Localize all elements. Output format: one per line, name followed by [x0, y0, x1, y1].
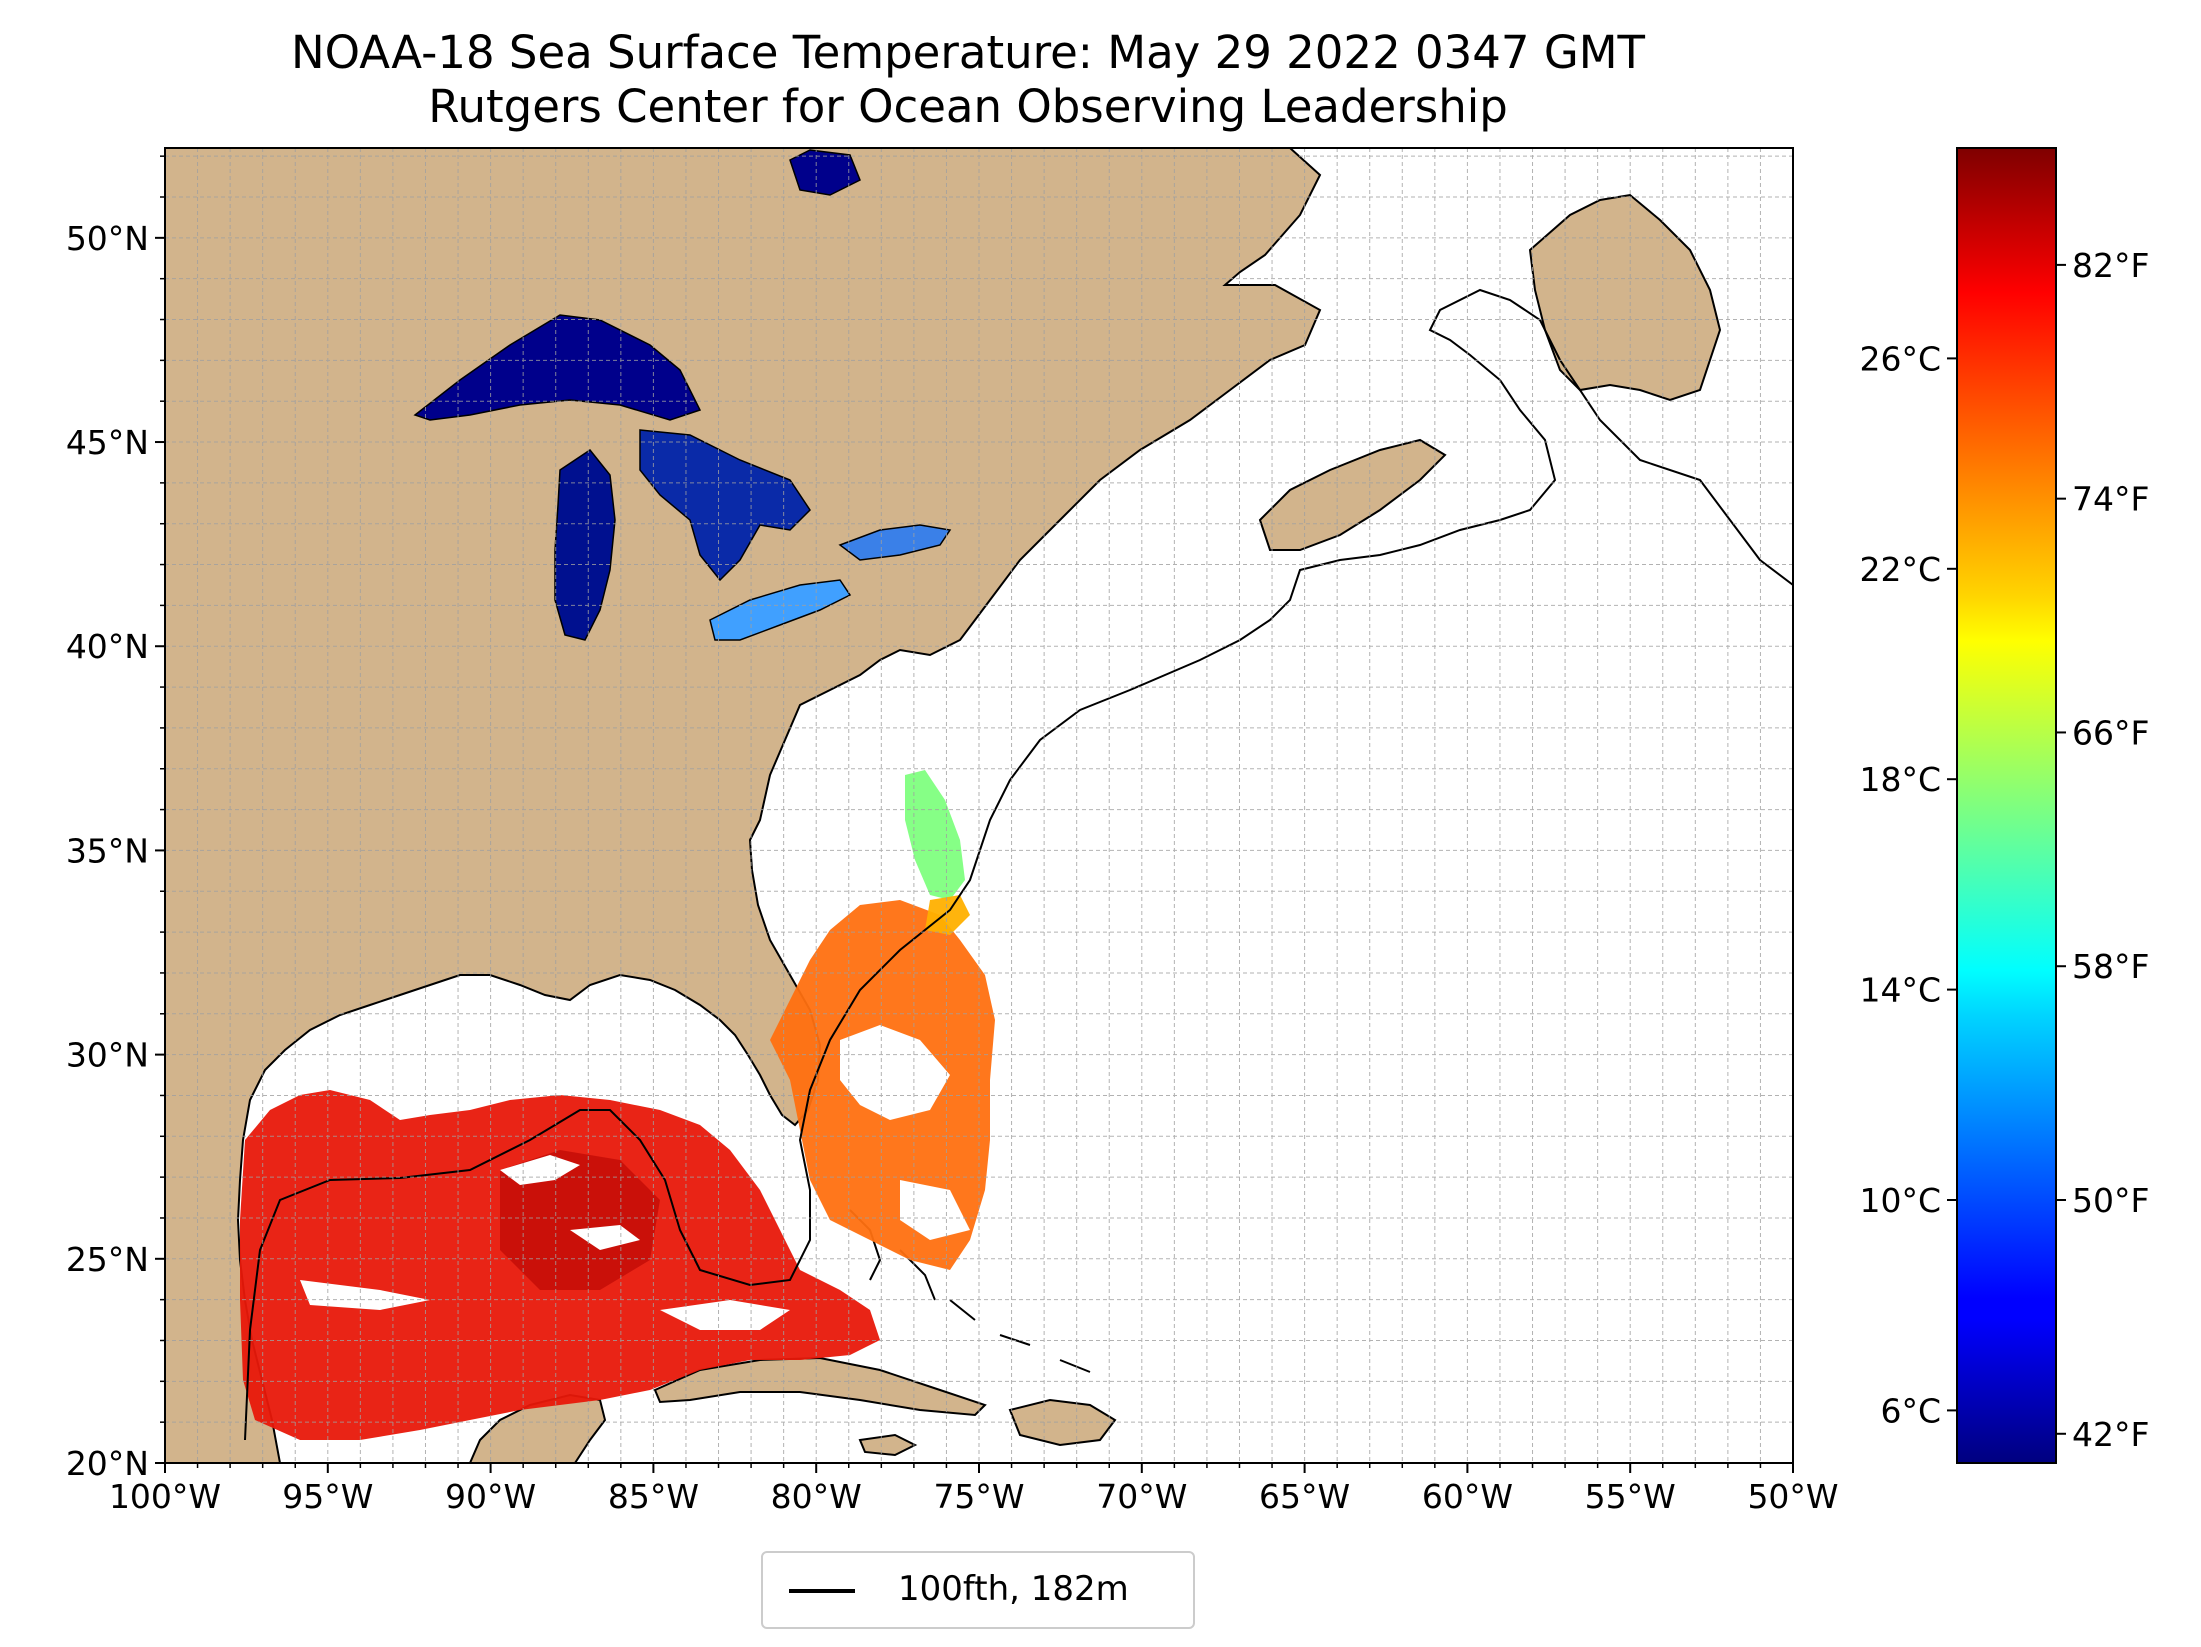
land-jamaica: [858, 1433, 918, 1457]
lat-tick-label: 25°N: [66, 1240, 149, 1279]
lat-tick-label: 45°N: [66, 423, 149, 462]
sst-clouds: [300, 1155, 790, 1330]
lat-tick-label: 35°N: [66, 831, 149, 870]
cb-c-tick-label: 6°C: [1880, 1391, 1941, 1430]
cb-c-tick-label: 14°C: [1859, 971, 1941, 1010]
lat-tick-label: 20°N: [66, 1444, 149, 1483]
colorbar: [1956, 147, 2057, 1464]
cb-f-tick-label: 58°F: [2072, 947, 2149, 986]
great-lakes: [413, 149, 952, 641]
legend-label: 100fth, 182m: [898, 1569, 1129, 1609]
lon-tick-label: 60°W: [1422, 1477, 1513, 1516]
sst-chesapeake: [905, 770, 965, 900]
lon-tick-label: 55°W: [1585, 1477, 1676, 1516]
cb-f-tick-label: 42°F: [2072, 1415, 2149, 1454]
colorbar-celsius-axis: 6°C 10°C 14°C 18°C 22°C 26°C: [1859, 339, 1957, 1430]
cb-f-tick-label: 82°F: [2072, 246, 2149, 285]
lon-tick-label: 65°W: [1259, 1477, 1350, 1516]
cb-c-tick-label: 26°C: [1859, 339, 1941, 378]
map-legend: 100fth, 182m: [761, 1551, 1195, 1629]
sst-gulf-core: [500, 1150, 660, 1290]
lon-tick-label: 70°W: [1096, 1477, 1187, 1516]
lon-tick-label: 95°W: [282, 1477, 373, 1516]
lon-tick-label: 85°W: [608, 1477, 699, 1516]
lon-tick-label: 80°W: [771, 1477, 862, 1516]
lon-tick-label: 90°W: [445, 1477, 536, 1516]
map-subtitle: Rutgers Center for Ocean Observing Leade…: [428, 80, 1508, 133]
sst-atlantic-clouds: [840, 1025, 970, 1240]
lon-tick-label: 75°W: [933, 1477, 1024, 1516]
cb-f-tick-label: 74°F: [2072, 480, 2149, 519]
map-gridlines: [165, 148, 1793, 1463]
lon-tick-label: 100°W: [109, 1477, 221, 1516]
cb-f-tick-label: 50°F: [2072, 1181, 2149, 1220]
cb-c-tick-label: 18°C: [1859, 760, 1941, 799]
lat-tick-label: 40°N: [66, 627, 149, 666]
cb-c-tick-label: 10°C: [1859, 1181, 1941, 1220]
land-bahamas: [849, 1209, 1091, 1373]
lat-tick-label: 50°N: [66, 219, 149, 258]
lat-tick-label: 30°N: [66, 1036, 149, 1075]
land-nova-scotia: [1258, 438, 1447, 551]
latitude-axis: 20°N 25°N 30°N 35°N 40°N 45°N 50°N: [66, 155, 165, 1483]
cb-c-tick-label: 22°C: [1859, 550, 1941, 589]
longitude-axis: 100°W 95°W 90°W 85°W 80°W 75°W 70°W 65°W 60°W 55°…: [109, 1463, 1839, 1516]
colorbar-fahrenheit-axis: 42°F 50°F 58°F 66°F 74°F 82°F: [2056, 246, 2149, 1454]
map-area: [165, 148, 1793, 1463]
map-title: NOAA-18 Sea Surface Temperature: May 29 …: [291, 26, 1646, 79]
legend-line-swatch: [789, 1589, 855, 1593]
lon-tick-label: 50°W: [1747, 1477, 1838, 1516]
sst-carolina: [925, 895, 970, 935]
cb-f-tick-label: 66°F: [2072, 713, 2149, 752]
land-newfoundland: [1528, 193, 1722, 402]
